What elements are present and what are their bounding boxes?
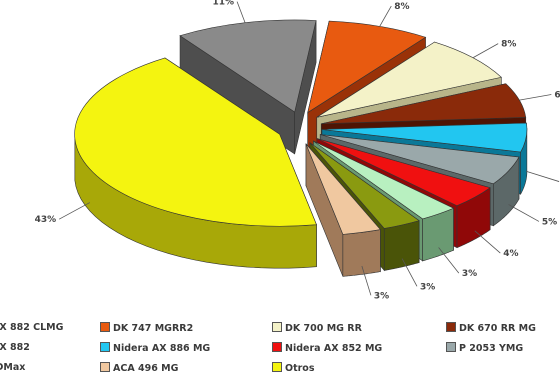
leader-line <box>236 1 246 23</box>
legend-label: Otros <box>285 363 315 374</box>
leader-line <box>474 230 501 254</box>
data-label: 5% <box>542 217 557 227</box>
leader-line <box>519 94 552 101</box>
legend-label: P 2053 YMG <box>459 343 524 354</box>
legend-item: Otros <box>272 362 314 374</box>
legend-swatch <box>272 342 282 352</box>
data-label: 3% <box>462 269 477 279</box>
data-label: 11% <box>213 0 235 8</box>
leader-line <box>525 170 560 182</box>
pie-slice <box>74 57 317 269</box>
legend-label: AX 882 CLMG <box>0 322 64 333</box>
legend-label: IDMax <box>0 362 26 373</box>
pie-slice <box>179 19 317 155</box>
pie-chart: 8%8%6%5%5%4%3%3%3%43%11% <box>35 0 560 301</box>
legend-item: IDMax <box>0 362 25 373</box>
legend-item: DK 700 MG RR <box>272 322 362 334</box>
data-label: 3% <box>420 282 435 292</box>
data-label: 43% <box>35 215 57 225</box>
legend-swatch <box>272 362 282 372</box>
legend-item: DK 670 RR MG <box>446 322 536 334</box>
legend-item: Nidera AX 886 MG <box>100 342 210 354</box>
legend-swatch <box>446 322 456 332</box>
leader-line <box>438 247 460 274</box>
legend-label: AX 882 <box>0 342 30 353</box>
legend-item: AX 882 <box>0 342 30 353</box>
legend-swatch <box>446 342 456 352</box>
leader-line <box>472 43 499 59</box>
data-label: 4% <box>503 249 518 259</box>
legend-label: DK 700 MG RR <box>285 323 362 334</box>
legend-item: Nidera AX 852 MG <box>272 342 382 354</box>
data-label: 6% <box>554 90 560 100</box>
legend-swatch <box>100 362 110 372</box>
legend-item: P 2053 YMG <box>446 342 523 354</box>
data-label: 8% <box>394 2 409 12</box>
legend-label: DK 747 MGRR2 <box>113 323 194 334</box>
legend-swatch <box>272 322 282 332</box>
legend-label: DK 670 RR MG <box>459 323 536 334</box>
legend-label: Nidera AX 852 MG <box>285 343 383 354</box>
legend: AX 882 CLMG DK 747 MGRR2 DK 700 MG RR DK… <box>0 318 560 382</box>
legend-item: AX 882 CLMG <box>0 322 63 333</box>
leader-line <box>508 204 540 222</box>
leader-line <box>361 265 372 296</box>
legend-swatch <box>100 342 110 352</box>
leader-line <box>58 202 90 220</box>
legend-label: Nidera AX 886 MG <box>113 343 211 354</box>
leader-line <box>379 5 392 27</box>
legend-item: DK 747 MGRR2 <box>100 322 193 334</box>
data-label: 3% <box>374 291 389 301</box>
data-label: 8% <box>501 40 516 50</box>
legend-label: ACA 496 MG <box>113 363 179 374</box>
legend-swatch <box>100 322 110 332</box>
pie-slice <box>305 143 381 277</box>
legend-item: ACA 496 MG <box>100 362 178 374</box>
leader-line <box>401 258 418 287</box>
